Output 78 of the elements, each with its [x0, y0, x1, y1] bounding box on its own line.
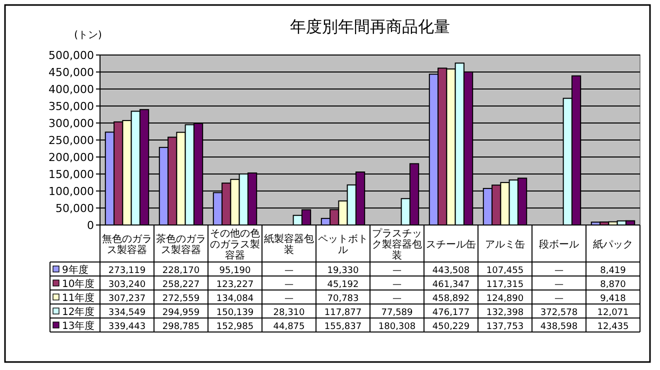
y-tick-label: 500,000 [48, 49, 94, 62]
text: — [554, 294, 564, 304]
data-label: 117,877 [324, 308, 362, 318]
data-label: 107,455 [486, 266, 524, 276]
y-tick-label: 150,000 [48, 168, 94, 181]
data-label: 137,753 [486, 322, 524, 332]
data-label: 8,870 [600, 280, 626, 290]
legend-label: 12年度 [62, 306, 95, 318]
x-tick-label: ペットボトル [318, 234, 368, 256]
data-label: 294,959 [162, 308, 200, 318]
x-tick-label: プラスチック製容器包装 [372, 228, 422, 262]
data-label: 134,084 [216, 294, 254, 304]
data-label: 19,330 [327, 266, 360, 276]
data-label: 124,890 [486, 294, 524, 304]
x-tick-label: 紙製容器包装 [264, 233, 314, 256]
x-tick-label: その他の色のガラス製容器 [210, 228, 260, 262]
text: — [392, 280, 402, 290]
data-label: 45,192 [327, 280, 359, 290]
data-label: 458,892 [432, 294, 470, 304]
data-label: 272,559 [162, 294, 200, 304]
data-label: 443,508 [432, 266, 470, 276]
y-tick-label: 400,000 [48, 83, 94, 96]
data-label: 117,315 [486, 280, 524, 290]
data-label: 438,598 [540, 322, 578, 332]
legend-label: 13年度 [62, 320, 95, 332]
data-label: 70,783 [327, 294, 359, 304]
x-tick-label: 茶色のガラス製容器 [156, 233, 206, 256]
data-label: 150,139 [216, 308, 254, 318]
x-tick-label: アルミ缶 [485, 240, 525, 250]
data-label: 8,419 [600, 266, 626, 276]
data-label: 180,308 [378, 322, 416, 332]
data-label: 258,227 [162, 280, 200, 290]
data-label: 132,398 [486, 308, 524, 318]
data-label: 303,240 [108, 280, 146, 290]
text: — [284, 294, 294, 304]
legend-label: 11年度 [62, 292, 95, 304]
legend-label: 9年度 [62, 264, 88, 276]
text: — [392, 266, 402, 276]
data-label: 12,435 [597, 322, 629, 332]
x-tick-label: 紙パック [593, 238, 633, 250]
data-label: 298,785 [162, 322, 200, 332]
data-label: 476,177 [432, 308, 470, 318]
data-label: 155,837 [324, 322, 362, 332]
y-tick-label: 100,000 [48, 185, 94, 198]
text: — [392, 294, 402, 304]
legend-label: 10年度 [62, 278, 95, 290]
y-axis-title: (トン) [74, 30, 102, 41]
x-tick-label: 段ボール [539, 238, 579, 250]
data-label: 450,229 [432, 322, 470, 332]
data-label: 152,985 [216, 322, 254, 332]
data-label: 12,071 [597, 308, 629, 318]
x-tick-label: 無色のガラス製容器 [102, 233, 152, 256]
data-label: 44,875 [273, 322, 305, 332]
data-label: 9,418 [600, 294, 626, 304]
data-label: 334,549 [108, 308, 146, 318]
text: — [284, 266, 294, 276]
chart-title: 年度別年間再商品化量 [290, 17, 450, 36]
y-tick-label: 250,000 [48, 134, 94, 147]
text: — [554, 266, 564, 276]
y-tick-label: 200,000 [48, 151, 94, 164]
data-label: 339,443 [108, 322, 146, 332]
y-tick-label: 300,000 [48, 117, 94, 130]
data-label: 28,310 [273, 308, 306, 318]
y-tick-label: 450,000 [48, 66, 94, 79]
text: — [554, 280, 564, 290]
y-tick-label: 350,000 [48, 100, 94, 113]
data-label: 372,578 [540, 308, 578, 318]
data-label: 95,190 [219, 266, 252, 276]
data-label: 307,237 [108, 294, 146, 304]
y-tick-label: 50,000 [56, 202, 94, 215]
data-label: 123,227 [216, 280, 254, 290]
text: — [284, 280, 294, 290]
data-label: 273,119 [108, 266, 146, 276]
data-label: 228,170 [162, 266, 200, 276]
x-tick-label: スチール缶 [426, 240, 476, 250]
y-tick-label: 0 [87, 219, 94, 232]
data-label: 461,347 [432, 280, 470, 290]
data-label: 77,589 [381, 308, 414, 318]
